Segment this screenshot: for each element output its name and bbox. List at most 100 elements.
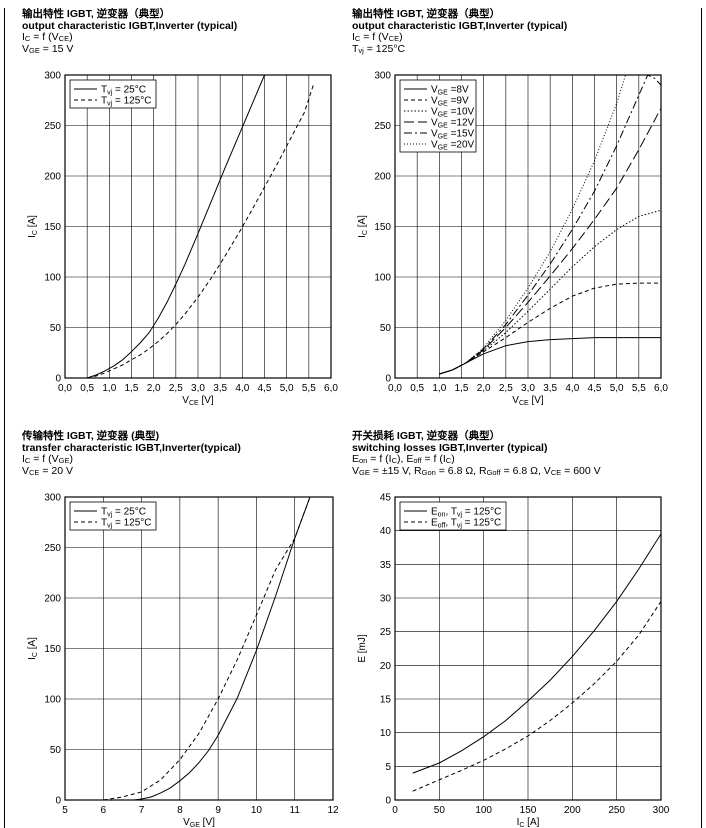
y-tick-label: 10 bbox=[380, 728, 392, 739]
y-tick-label: 300 bbox=[374, 71, 391, 82]
plot-frame bbox=[394, 74, 662, 379]
series-line-2 bbox=[412, 601, 661, 792]
chart-condition: IC = f (VCE) bbox=[22, 31, 73, 43]
legend-label: Eoff, Tvj = 125°C bbox=[431, 518, 501, 530]
legend-label: VGE =15V bbox=[431, 129, 475, 141]
x-tick-label: 300 bbox=[653, 805, 670, 816]
series-line-2 bbox=[87, 84, 314, 378]
chart-title-cn: 输出特性 IGBT, 逆变器（典型） bbox=[22, 8, 171, 20]
chart-output-vge15: 0,0 0,5 1,0 1,5 2,0 2,5 3,0 3,5 4,0 4,5 5,0 5,5 6,0 0… bbox=[27, 71, 338, 408]
y-tick-label: 30 bbox=[380, 594, 392, 605]
chart-title-cn: 开关损耗 IGBT, 逆变器（典型） bbox=[352, 430, 501, 442]
panel-header-3: 传输特性 IGBT, 逆变器 (典型) transfer characteris… bbox=[22, 430, 241, 477]
chart-title-en: transfer characteristic IGBT,Inverter(ty… bbox=[22, 441, 241, 454]
plot-frame bbox=[64, 496, 334, 801]
legend-box bbox=[69, 79, 157, 109]
chart-title-cn: 传输特性 IGBT, 逆变器 (典型) bbox=[22, 430, 160, 442]
plot-frame bbox=[64, 74, 332, 379]
x-tick-label: 4,5 bbox=[588, 383, 602, 394]
series-line-2 bbox=[103, 497, 311, 800]
y-tick-label: 50 bbox=[50, 323, 62, 334]
y-tick-label: 100 bbox=[374, 273, 391, 284]
chart-output-tvj125: 0,0 0,5 1,0 1,5 2,0 2,5 3,0 3,5 4,0 4,5 5,0 5,5 6,0 0… bbox=[357, 71, 668, 408]
x-tick-label: 0,5 bbox=[410, 383, 424, 394]
x-tick-label: 200 bbox=[564, 805, 581, 816]
x-tick-label: 2,0 bbox=[477, 383, 491, 394]
y-tick-label: 300 bbox=[44, 493, 61, 504]
legend-label: Tvj = 25°C bbox=[101, 85, 146, 97]
x-tick-label: 3,5 bbox=[543, 383, 557, 394]
y-tick-label: 150 bbox=[374, 222, 391, 233]
x-tick-label: 5,5 bbox=[302, 383, 316, 394]
chart-condition: VGE = 15 V bbox=[22, 42, 74, 55]
series-line-1 bbox=[133, 497, 311, 800]
x-tick-label: 1,0 bbox=[432, 383, 446, 394]
y-tick-label: 45 bbox=[380, 493, 392, 504]
panel-header-4: 开关损耗 IGBT, 逆变器（典型） switching losses IGBT… bbox=[352, 430, 601, 477]
series-line-2 bbox=[439, 282, 661, 375]
series-line-5 bbox=[439, 75, 661, 375]
y-tick-label: 25 bbox=[380, 627, 392, 638]
y-tick-label: 0 bbox=[385, 796, 391, 807]
x-tick-label: 2,5 bbox=[499, 383, 513, 394]
legend-box bbox=[69, 501, 157, 531]
legend-label: VGE =9V bbox=[431, 96, 469, 108]
legend-label: VGE =20V bbox=[431, 140, 475, 152]
series-line-3 bbox=[439, 209, 661, 375]
chart-title-cn: 输出特性 IGBT, 逆变器（典型） bbox=[352, 8, 501, 20]
legend-label: VGE =8V bbox=[431, 85, 469, 97]
y-tick-label: 150 bbox=[44, 222, 61, 233]
series-line-4 bbox=[439, 108, 661, 375]
chart-title-en: switching losses IGBT,Inverter (typical) bbox=[352, 441, 548, 454]
y-tick-label: 0 bbox=[55, 374, 61, 385]
page-frame-left bbox=[4, 8, 5, 828]
y-tick-label: 20 bbox=[380, 661, 392, 672]
x-tick-label: 0 bbox=[392, 805, 398, 816]
x-tick-label: 5,0 bbox=[610, 383, 624, 394]
y-tick-label: 50 bbox=[380, 323, 392, 334]
y-axis-label: IC [A] bbox=[27, 215, 39, 238]
y-tick-label: 200 bbox=[374, 172, 391, 183]
y-tick-label: 0 bbox=[385, 374, 391, 385]
x-tick-label: 100 bbox=[475, 805, 492, 816]
x-tick-label: 6,0 bbox=[324, 383, 338, 394]
legend-label: Eon, Tvj = 125°C bbox=[431, 507, 501, 519]
x-axis-label: VCE [V] bbox=[182, 395, 214, 407]
x-tick-label: 3,5 bbox=[213, 383, 227, 394]
chart-condition: Eon = f (IC), Eoff = f (IC) bbox=[352, 453, 455, 465]
x-tick-label: 11 bbox=[290, 805, 301, 816]
panel-header-1: 输出特性 IGBT, 逆变器（典型） output characteristic… bbox=[22, 8, 237, 55]
panel-header-2: 输出特性 IGBT, 逆变器（典型） output characteristic… bbox=[352, 8, 567, 55]
y-axis-label: IC [A] bbox=[357, 215, 369, 238]
y-tick-label: 200 bbox=[44, 594, 61, 605]
x-tick-label: 10 bbox=[251, 805, 263, 816]
y-tick-label: 5 bbox=[385, 762, 391, 773]
y-axis-label: IC [A] bbox=[27, 637, 39, 660]
x-tick-label: 8 bbox=[177, 805, 183, 816]
legend-label: Tvj = 125°C bbox=[101, 518, 151, 530]
x-tick-label: 0,0 bbox=[388, 383, 402, 394]
y-axis-label: E [mJ] bbox=[357, 634, 368, 663]
y-tick-label: 100 bbox=[44, 695, 61, 706]
y-tick-label: 15 bbox=[380, 695, 392, 706]
x-tick-label: 0,5 bbox=[80, 383, 94, 394]
y-tick-label: 300 bbox=[44, 71, 61, 82]
y-tick-label: 250 bbox=[374, 121, 391, 132]
chart-condition: VGE = ±15 V, RGon = 6.8 Ω, RGoff = 6.8 Ω… bbox=[352, 464, 601, 477]
x-tick-label: 4,5 bbox=[258, 383, 272, 394]
y-tick-label: 50 bbox=[50, 745, 62, 756]
y-tick-label: 35 bbox=[380, 560, 392, 571]
y-tick-label: 0 bbox=[55, 796, 61, 807]
x-tick-label: 250 bbox=[608, 805, 625, 816]
series-line-1 bbox=[87, 75, 265, 378]
y-tick-label: 40 bbox=[380, 526, 392, 537]
chart-transfer: 5 6 7 8 9 10 11 12 0 50 100 150 200 250 300 VGE [V] IC [… bbox=[27, 493, 339, 828]
legend-label: Tvj = 25°C bbox=[101, 507, 146, 519]
chart-condition: VCE = 20 V bbox=[22, 464, 74, 477]
legend-box bbox=[399, 501, 507, 531]
page-frame-right bbox=[701, 8, 702, 828]
x-tick-label: 2,0 bbox=[147, 383, 161, 394]
